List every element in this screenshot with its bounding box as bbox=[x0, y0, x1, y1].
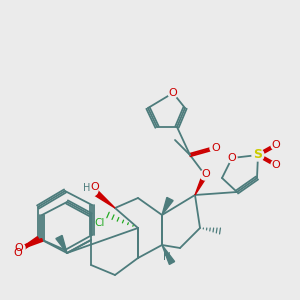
Text: H: H bbox=[83, 183, 91, 193]
Circle shape bbox=[271, 160, 281, 170]
Circle shape bbox=[252, 149, 264, 161]
Text: O: O bbox=[202, 169, 210, 179]
Polygon shape bbox=[162, 197, 173, 215]
Polygon shape bbox=[56, 236, 67, 253]
Text: O: O bbox=[212, 143, 220, 153]
Circle shape bbox=[271, 140, 281, 150]
Text: S: S bbox=[254, 148, 262, 161]
Text: H: H bbox=[163, 252, 171, 262]
Text: O: O bbox=[14, 248, 22, 258]
Polygon shape bbox=[195, 174, 207, 195]
Text: O: O bbox=[228, 153, 236, 163]
Text: O: O bbox=[169, 88, 177, 98]
Text: O: O bbox=[15, 243, 23, 253]
Circle shape bbox=[227, 153, 237, 163]
Text: O: O bbox=[272, 160, 280, 170]
Circle shape bbox=[210, 143, 220, 153]
Circle shape bbox=[168, 88, 178, 98]
Circle shape bbox=[86, 184, 98, 196]
Circle shape bbox=[13, 247, 23, 257]
Text: O: O bbox=[272, 140, 280, 150]
Text: O: O bbox=[91, 182, 99, 192]
Text: Cl: Cl bbox=[95, 218, 105, 228]
Circle shape bbox=[200, 170, 210, 180]
Polygon shape bbox=[162, 245, 175, 265]
Polygon shape bbox=[93, 190, 115, 208]
Circle shape bbox=[15, 243, 25, 253]
